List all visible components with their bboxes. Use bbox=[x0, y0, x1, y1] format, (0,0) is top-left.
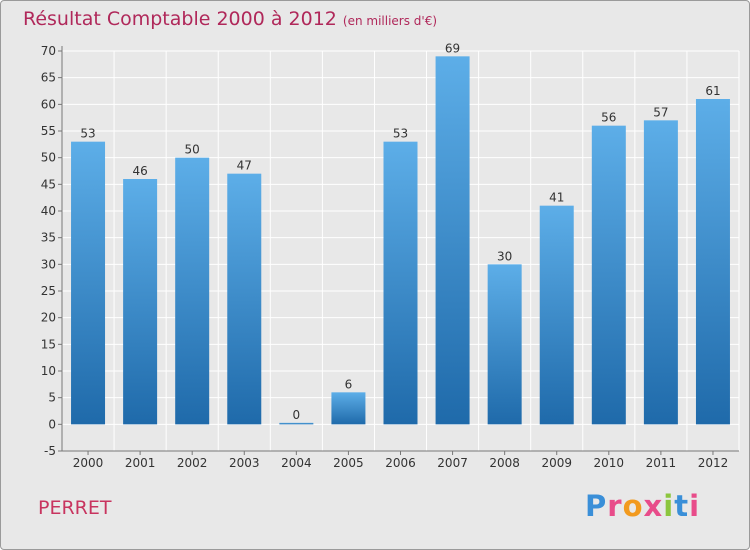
y-tick-label: 40 bbox=[41, 204, 56, 218]
x-tick-label-2001: 2001 bbox=[125, 456, 156, 470]
x-tick-label-2007: 2007 bbox=[437, 456, 468, 470]
logo-letter: t bbox=[674, 489, 690, 523]
logo-letter: r bbox=[607, 489, 623, 523]
value-label-2012: 61 bbox=[705, 84, 720, 98]
value-label-2002: 50 bbox=[185, 143, 200, 157]
proxiti-logo[interactable]: Proxiti bbox=[585, 489, 700, 523]
value-label-2011: 57 bbox=[653, 105, 668, 119]
logo-letter: P bbox=[585, 489, 608, 523]
value-label-2004: 0 bbox=[293, 408, 301, 422]
x-tick-label-2009: 2009 bbox=[541, 456, 572, 470]
value-label-2005: 6 bbox=[345, 377, 353, 391]
y-tick-label: 15 bbox=[41, 337, 56, 351]
y-tick-label: 30 bbox=[41, 257, 56, 271]
x-tick-label-2010: 2010 bbox=[594, 456, 625, 470]
x-tick-label-2002: 2002 bbox=[177, 456, 208, 470]
value-label-2001: 46 bbox=[132, 164, 147, 178]
y-tick-label: -5 bbox=[44, 444, 56, 458]
value-label-2006: 53 bbox=[393, 127, 408, 141]
x-tick-label-2012: 2012 bbox=[698, 456, 729, 470]
x-tick-label-2006: 2006 bbox=[385, 456, 416, 470]
bar-2008 bbox=[487, 264, 522, 425]
value-label-2010: 56 bbox=[601, 111, 616, 125]
x-tick-label-2005: 2005 bbox=[333, 456, 364, 470]
title-unit: (en milliers d'€) bbox=[342, 14, 438, 28]
bar-2009 bbox=[539, 205, 574, 425]
y-tick-label: 60 bbox=[41, 97, 56, 111]
bar-2005 bbox=[331, 392, 366, 425]
bar-2011 bbox=[643, 120, 678, 425]
value-label-2009: 41 bbox=[549, 191, 564, 205]
bar-2010 bbox=[591, 125, 626, 425]
value-label-2000: 53 bbox=[80, 127, 95, 141]
value-label-2007: 69 bbox=[445, 41, 460, 55]
y-tick-label: 20 bbox=[41, 311, 56, 325]
y-tick-label: 45 bbox=[41, 177, 56, 191]
value-label-2008: 30 bbox=[497, 249, 512, 263]
y-tick-label: 65 bbox=[41, 71, 56, 85]
x-tick-label-2011: 2011 bbox=[646, 456, 677, 470]
x-tick-label-2000: 2000 bbox=[73, 456, 104, 470]
title-text: Résultat Comptable 2000 à 2012 bbox=[23, 8, 337, 30]
bar-2000 bbox=[71, 141, 106, 425]
bar-2003 bbox=[227, 173, 262, 425]
chart-title: Résultat Comptable 2000 à 2012 (en millie… bbox=[23, 8, 437, 30]
y-tick-label: 35 bbox=[41, 231, 56, 245]
logo-letter: o bbox=[622, 489, 644, 523]
y-tick-label: 10 bbox=[41, 364, 56, 378]
y-tick-label: 50 bbox=[41, 151, 56, 165]
logo-letter: i bbox=[689, 489, 701, 523]
bar-2001 bbox=[123, 179, 158, 425]
y-tick-label: 55 bbox=[41, 124, 56, 138]
y-tick-label: 5 bbox=[48, 391, 56, 405]
x-tick-label-2008: 2008 bbox=[489, 456, 520, 470]
bar-2004 bbox=[279, 422, 314, 425]
y-tick-label: 25 bbox=[41, 284, 56, 298]
y-tick-label: 70 bbox=[41, 44, 56, 58]
y-tick-label: 0 bbox=[48, 417, 56, 431]
x-tick-label-2003: 2003 bbox=[229, 456, 260, 470]
bar-2002 bbox=[175, 157, 210, 425]
value-label-2003: 47 bbox=[237, 159, 252, 173]
bar-2012 bbox=[695, 99, 730, 425]
logo-letter: i bbox=[663, 489, 675, 523]
x-tick-label-2004: 2004 bbox=[281, 456, 312, 470]
place-name: PERRET bbox=[38, 497, 112, 519]
bar-2007 bbox=[435, 56, 470, 425]
bar-2006 bbox=[383, 141, 418, 425]
logo-letter: x bbox=[643, 489, 664, 523]
